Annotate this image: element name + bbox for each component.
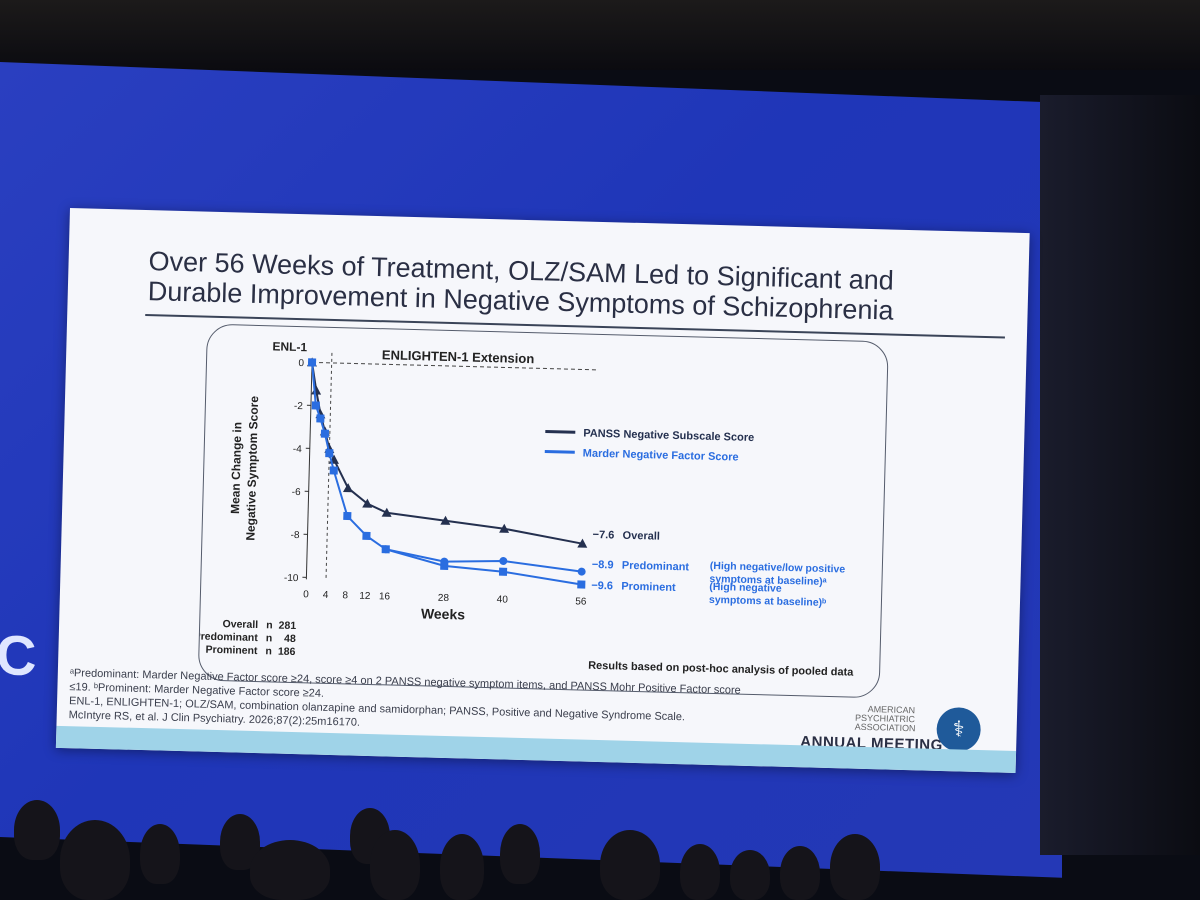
series-end-value: −8.9 [592, 559, 614, 572]
legend-entry: PANSS Negative Subscale Score [583, 428, 754, 444]
phase-divider-line [325, 352, 333, 578]
data-point-square [577, 580, 586, 589]
audience-head [370, 830, 420, 900]
screen-edge [1040, 95, 1200, 855]
n-table-value: 281 [278, 620, 296, 632]
n-table-label: n [265, 645, 272, 657]
chart-frame: ENL-1 ENLIGHTEN-1 Extension 0 -2 -4 -6 -8 -10 0 4… [193, 323, 889, 699]
data-point-triangle [499, 523, 510, 533]
line-chart: ENL-1 ENLIGHTEN-1 Extension 0 -2 -4 -6 -8 -10 0 4… [193, 339, 846, 658]
data-point-triangle [362, 498, 373, 508]
legend-swatch [545, 430, 576, 434]
apa-org-line: ASSOCIATION [854, 721, 916, 734]
y-axis-line [305, 362, 313, 580]
caduceus-logo-icon: ⚕ [936, 706, 982, 753]
x-tick-label: 12 [359, 591, 371, 602]
series-end-label: Prominent [621, 581, 676, 594]
zero-reference-line [312, 361, 597, 371]
audience-head [500, 824, 540, 884]
n-table-label: n [266, 619, 273, 631]
data-point-square [343, 511, 352, 521]
audience-silhouettes [0, 800, 1200, 900]
y-tick-label: -4 [293, 444, 303, 455]
audience-head [730, 850, 770, 900]
data-point-triangle [440, 515, 451, 525]
x-axis-label: Weeks [421, 605, 466, 622]
legend-swatch [544, 450, 575, 454]
data-point-triangle [342, 483, 353, 493]
series-end-note: (High negative [709, 581, 782, 595]
data-point-square [320, 429, 330, 438]
series-end-note: (High negative/low positive [710, 560, 846, 576]
y-tick-label: -8 [290, 530, 300, 541]
data-point-square [329, 466, 338, 475]
legend-entry: Marder Negative Factor Score [583, 448, 739, 464]
data-point-circle [381, 545, 390, 554]
slide-title: Over 56 Weeks of Treatment, OLZ/SAM Led … [147, 246, 968, 327]
y-axis-label-line-2: Negative Symptom Score [243, 396, 261, 541]
y-axis-label-line-1: Mean Change in [228, 422, 244, 514]
audience-head [600, 830, 660, 900]
data-point-circle [440, 557, 449, 566]
series-line [311, 362, 583, 545]
n-table-group: Prominent [205, 644, 258, 657]
apa-org-name: AMERICAN PSYCHIATRIC ASSOCIATION [854, 704, 916, 734]
data-point-triangle [381, 507, 392, 517]
data-point-square [316, 414, 325, 423]
y-tick-label: 0 [298, 358, 304, 369]
n-table-group: Overall [222, 618, 258, 631]
data-point-circle [499, 556, 508, 565]
data-point-triangle [577, 538, 588, 548]
series-end-note: symptoms at baseline)ᵇ [709, 594, 827, 609]
series-end-value: −7.6 [592, 529, 614, 542]
audience-head [60, 820, 130, 900]
x-tick-label: 4 [323, 590, 329, 601]
y-tick-label: -10 [284, 573, 299, 584]
data-point-circle [577, 567, 586, 576]
y-tick-label: -6 [292, 487, 302, 498]
series-end-note: symptoms at baseline)ᵃ [709, 573, 826, 588]
audience-head [140, 824, 180, 884]
x-tick-label: 0 [303, 589, 309, 600]
x-tick-label: 16 [379, 591, 391, 602]
phase-label-extension: ENLIGHTEN-1 Extension [382, 347, 535, 366]
data-point-square [307, 358, 317, 367]
series-end-label: Predominant [622, 560, 690, 574]
x-tick-label: 28 [438, 593, 450, 604]
x-tick-label: 40 [497, 594, 509, 605]
data-point-triangle [311, 385, 322, 395]
x-tick-label: 56 [575, 596, 587, 607]
series-end-value: −9.6 [591, 580, 613, 593]
audience-head [680, 844, 720, 900]
data-point-square [325, 449, 334, 458]
audience-head [780, 846, 820, 900]
room-ceiling [0, 0, 1200, 70]
y-tick-label: -2 [294, 401, 304, 412]
n-table-value: 48 [284, 633, 296, 645]
series-line [385, 548, 582, 573]
audience-head [830, 834, 880, 900]
audience-head [14, 800, 60, 860]
audience-head [440, 834, 484, 900]
side-letter: C [0, 622, 37, 688]
slide-card: Over 56 Weeks of Treatment, OLZ/SAM Led … [55, 208, 1030, 773]
n-table-value: 186 [278, 646, 296, 658]
n-table-label: n [266, 632, 273, 644]
data-point-square [362, 531, 371, 540]
audience-head [250, 840, 330, 900]
phase-label-enl1: ENL-1 [272, 339, 307, 354]
series-end-label: Overall [622, 530, 660, 543]
data-point-square [498, 567, 508, 576]
series-line [311, 362, 582, 586]
x-tick-label: 8 [342, 590, 348, 601]
data-point-square [311, 401, 320, 410]
n-table-group: Predominant [199, 630, 259, 644]
